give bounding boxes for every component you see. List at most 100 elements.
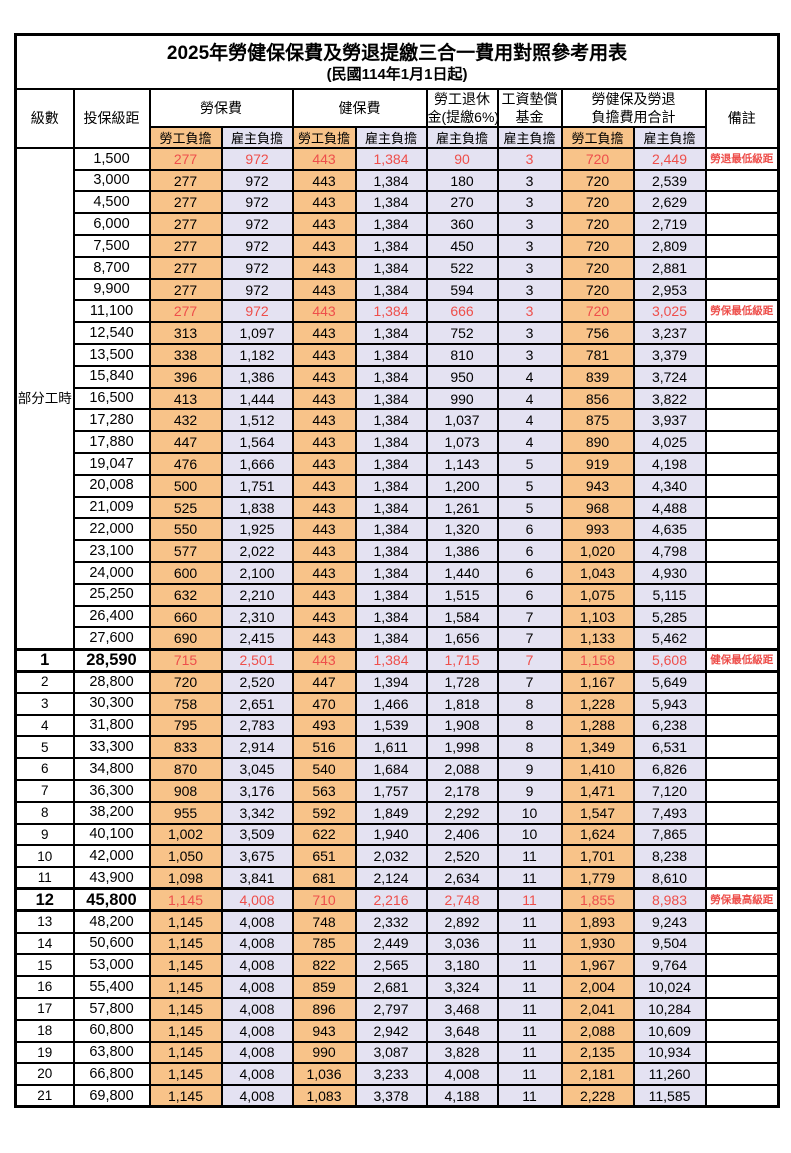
value-cell: 10 [496, 822, 563, 847]
value-cell: 277 [148, 299, 223, 324]
col-header-total: 勞健保及勞退 負擔費用合計 [560, 87, 707, 128]
value-cell: 1,145 [148, 1040, 223, 1065]
value-cell: 720 [560, 234, 635, 258]
value-cell: 785 [291, 931, 357, 956]
pension-label-line1: 勞工退休 [434, 90, 490, 107]
table-row: 17 57,800 1,145 4,008 896 2,797 3,468 11 2,041 10… [14, 996, 780, 1021]
note-cell [704, 473, 780, 498]
value-cell: 443 [291, 517, 357, 542]
bracket-cell: 4,500 [72, 190, 151, 215]
value-cell: 313 [148, 321, 223, 346]
value-cell: 622 [291, 822, 357, 847]
value-cell: 11 [496, 975, 563, 999]
value-cell: 795 [148, 713, 223, 738]
note-cell [704, 626, 780, 651]
value-cell: 1,384 [354, 364, 428, 389]
value-cell: 3,378 [354, 1084, 428, 1108]
note-cell: 勞保最高級距 [704, 887, 780, 913]
bracket-cell: 20,008 [72, 473, 151, 498]
value-cell: 943 [291, 1018, 357, 1043]
value-cell: 1,158 [560, 647, 635, 673]
value-cell: 955 [148, 800, 223, 825]
bracket-cell: 36,300 [72, 778, 151, 803]
table-row: 8,700 277 972 443 1,384 522 3 720 2,881 [16, 255, 780, 280]
value-cell: 1,930 [560, 931, 635, 956]
value-cell: 1,384 [354, 234, 428, 258]
value-cell: 6 [496, 582, 563, 607]
value-cell: 7 [496, 647, 563, 673]
table-row: 7,500 277 972 443 1,384 450 3 720 2,809 [16, 234, 780, 258]
bracket-cell: 28,800 [72, 670, 151, 694]
value-cell: 3 [496, 212, 563, 237]
note-cell [704, 713, 780, 738]
value-cell: 3,937 [632, 408, 707, 433]
level-cell: 4 [14, 713, 75, 738]
value-cell: 5,608 [632, 647, 707, 673]
value-cell: 1,083 [291, 1084, 357, 1108]
table-row: 20,008 500 1,751 443 1,384 1,200 5 943 4,340 [16, 473, 780, 498]
table-title-cell: 2025年勞健保保費及勞退提繳三合一費用對照參考用表 (民國114年1月1日起) [14, 33, 780, 90]
part-time-label: 部分工時 [14, 146, 75, 651]
value-cell: 592 [291, 800, 357, 825]
value-cell: 443 [291, 321, 357, 346]
value-cell: 1,998 [425, 735, 499, 760]
bracket-cell: 8,700 [72, 255, 151, 280]
value-cell: 10,024 [632, 975, 707, 999]
note-cell [704, 582, 780, 607]
value-cell: 563 [291, 778, 357, 803]
note-cell [704, 1040, 780, 1065]
bracket-cell: 63,800 [72, 1040, 151, 1065]
note-cell [704, 343, 780, 367]
value-cell: 3,180 [425, 953, 499, 978]
value-cell: 11 [496, 1018, 563, 1043]
value-cell: 1,384 [354, 452, 428, 476]
value-cell: 1,384 [354, 539, 428, 564]
note-cell: 勞退最低級距 [704, 146, 780, 171]
table-row: 19 63,800 1,145 4,008 990 3,087 3,828 11 2,135 10… [14, 1040, 780, 1065]
page-title: 2025年勞健保保費及勞退提繳三合一費用對照參考用表 [166, 42, 628, 64]
table-row: 9 40,100 1,002 3,509 622 1,940 2,406 10 1,624 7,8… [14, 822, 780, 847]
value-cell: 1,940 [354, 822, 428, 847]
value-cell: 3,324 [425, 975, 499, 999]
value-cell: 6 [496, 561, 563, 585]
level-cell: 12 [14, 887, 75, 913]
value-cell: 7 [496, 626, 563, 651]
value-cell: 781 [560, 343, 635, 367]
bracket-cell: 21,009 [72, 495, 151, 520]
value-cell: 1,384 [354, 386, 428, 411]
bracket-cell: 55,400 [72, 975, 151, 999]
table-row: 3 30,300 758 2,651 470 1,466 1,818 8 1,228 5,943 [14, 691, 780, 716]
value-cell: 277 [148, 234, 223, 258]
value-cell: 4,188 [425, 1084, 499, 1108]
value-cell: 1,410 [560, 757, 635, 781]
value-cell: 758 [148, 691, 223, 716]
value-cell: 896 [291, 996, 357, 1021]
value-cell: 443 [291, 146, 357, 171]
value-cell: 443 [291, 495, 357, 520]
note-cell [704, 495, 780, 520]
value-cell: 3,841 [220, 866, 294, 890]
value-cell: 10,284 [632, 996, 707, 1021]
value-cell: 11 [496, 1062, 563, 1087]
value-cell: 3 [496, 234, 563, 258]
value-cell: 443 [291, 408, 357, 433]
bracket-cell: 69,800 [72, 1084, 151, 1108]
level-cell: 6 [14, 757, 75, 781]
value-cell: 443 [291, 168, 357, 193]
table-row: 17,280 432 1,512 443 1,384 1,037 4 875 3,937 [16, 408, 780, 433]
note-cell [704, 996, 780, 1021]
value-cell: 972 [220, 190, 294, 215]
value-cell: 890 [560, 430, 635, 455]
wage-fund-label-line2: 基金 [515, 108, 544, 125]
value-cell: 1,384 [354, 146, 428, 171]
bracket-cell: 7,500 [72, 234, 151, 258]
value-cell: 3,675 [220, 844, 294, 869]
value-cell: 11 [496, 931, 563, 956]
note-cell [704, 452, 780, 476]
value-cell: 522 [425, 255, 499, 280]
value-cell: 1,037 [425, 408, 499, 433]
value-cell: 3,025 [632, 299, 707, 324]
value-cell: 1,384 [354, 626, 428, 651]
bracket-cell: 26,400 [72, 604, 151, 629]
value-cell: 2,748 [425, 887, 499, 913]
